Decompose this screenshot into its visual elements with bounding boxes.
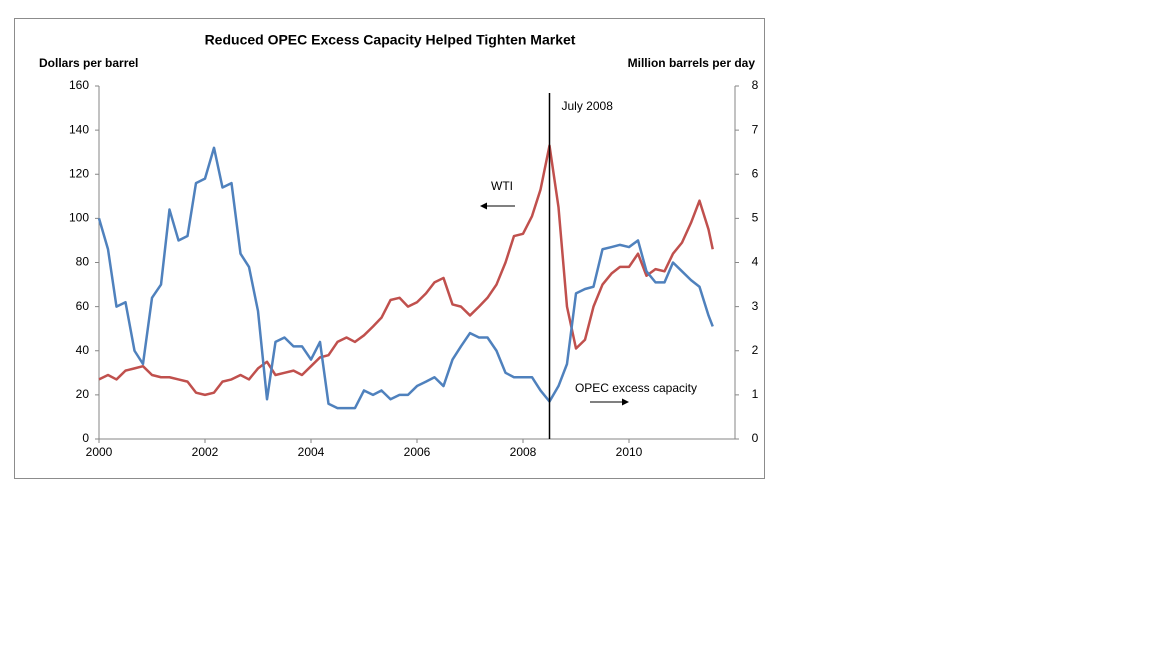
y2-tick-label: 2: [752, 343, 759, 357]
y2-tick-label: 0: [752, 431, 759, 445]
y-tick-label: 20: [76, 387, 90, 401]
y2-tick-label: 3: [752, 299, 759, 313]
y-tick-label: 40: [76, 343, 90, 357]
chart-title: Reduced OPEC Excess Capacity Helped Tigh…: [205, 32, 576, 48]
chart-frame: [14, 18, 765, 479]
x-tick-label: 2006: [404, 445, 431, 459]
series-line: [97, 146, 714, 410]
arrow-head: [622, 398, 629, 406]
y2-tick-label: 8: [752, 78, 759, 92]
y-tick-label: 140: [69, 122, 89, 136]
y2-tick-label: 4: [752, 255, 759, 269]
y-tick-label: 160: [69, 78, 89, 92]
series-line: [98, 144, 714, 397]
y2-axis-label: Million barrels per day: [628, 56, 756, 70]
x-tick-label: 2008: [510, 445, 537, 459]
reference-label: July 2008: [562, 99, 614, 113]
x-tick-label: 2004: [298, 445, 325, 459]
y2-tick-label: 7: [752, 122, 759, 136]
y-tick-label: 120: [69, 166, 89, 180]
x-tick-label: 2000: [86, 445, 113, 459]
arrow-head: [480, 202, 487, 210]
x-tick-label: 2010: [616, 445, 643, 459]
y-axis-label: Dollars per barrel: [39, 56, 138, 70]
x-tick-label: 2002: [192, 445, 219, 459]
y2-tick-label: 6: [752, 166, 759, 180]
y2-tick-label: 1: [752, 387, 759, 401]
series-annotation: WTI: [491, 179, 513, 193]
y-tick-label: 60: [76, 299, 90, 313]
series-annotation: OPEC excess capacity: [575, 381, 697, 395]
y2-tick-label: 5: [752, 211, 759, 225]
y-tick-label: 80: [76, 255, 90, 269]
y-tick-label: 0: [82, 431, 89, 445]
y-tick-label: 100: [69, 211, 89, 225]
